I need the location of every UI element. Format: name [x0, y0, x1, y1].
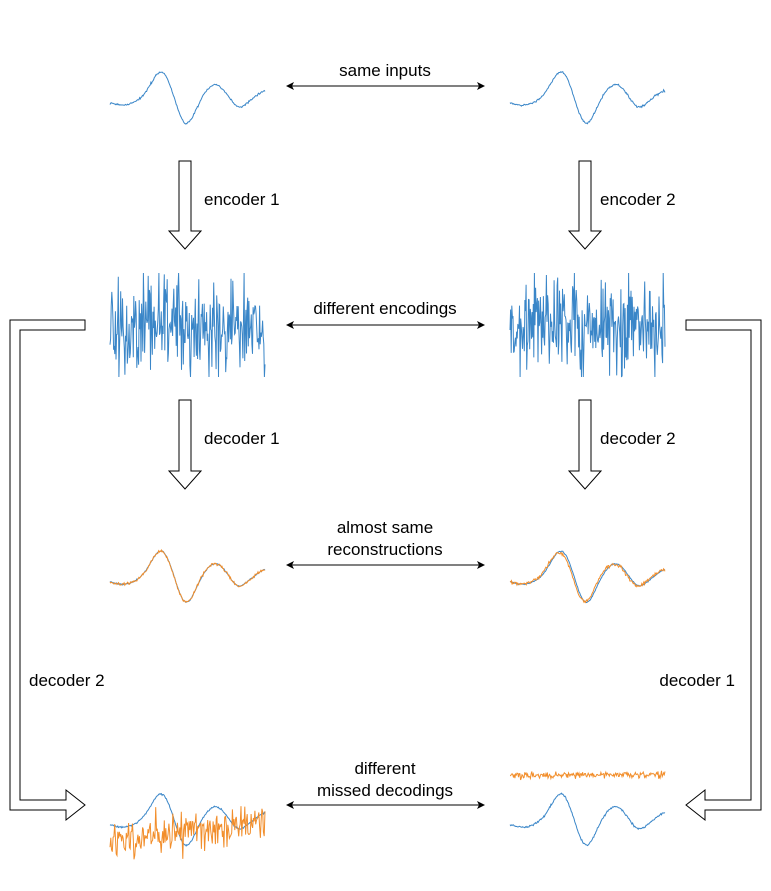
missed-decoding-left — [109, 792, 266, 860]
double-arrow-inputs — [286, 82, 485, 90]
arrow-head — [286, 801, 294, 809]
same-inputs-label: same inputs — [339, 61, 431, 80]
decoder-right-arrow — [567, 399, 603, 490]
arrow-head — [286, 82, 294, 90]
encoder-right-label: encoder 2 — [600, 190, 676, 209]
decoder-left-arrow — [167, 399, 203, 490]
encoding-right — [509, 272, 666, 378]
cross-decoder-right-arrow — [685, 319, 762, 822]
reconstruction-left — [109, 548, 266, 603]
encoder-left-arrow — [167, 160, 203, 250]
encoder-left-label: encoder 1 — [204, 190, 280, 209]
waveform-line — [509, 770, 666, 781]
almost-same-label-line2: reconstructions — [327, 540, 442, 559]
cross-decoder-left-label: decoder 2 — [29, 671, 105, 690]
missed-decoding-right — [509, 770, 666, 847]
waveform-line — [109, 806, 266, 860]
decoder-left-label: decoder 1 — [204, 429, 280, 448]
missed-decodings-label-line1: different — [354, 759, 415, 778]
missed-decodings-label-line2: missed decodings — [317, 781, 453, 800]
arrow-head — [286, 561, 294, 569]
almost-same-label-line1: almost same — [337, 518, 433, 537]
double-arrow-reconstructions — [286, 561, 485, 569]
waveform-line — [509, 551, 666, 604]
waveform-line — [509, 71, 666, 125]
waveform-line — [509, 272, 666, 378]
input-signal-left — [109, 71, 266, 125]
cross-decoder-right-label: decoder 1 — [659, 671, 735, 690]
double-arrow-missed — [286, 801, 485, 809]
double-arrow-encodings — [286, 321, 485, 329]
arrow-head — [477, 561, 485, 569]
encoding-left — [109, 272, 266, 378]
waveform-line — [109, 71, 266, 125]
waveform-line — [109, 548, 266, 603]
encoder-right-arrow — [567, 160, 603, 250]
different-encodings-label: different encodings — [313, 299, 456, 318]
waveform-line — [109, 272, 266, 378]
waveform-line — [509, 792, 666, 847]
arrow-head — [286, 321, 294, 329]
waveform-line — [509, 550, 666, 604]
arrow-head — [477, 801, 485, 809]
arrow-head — [477, 321, 485, 329]
decoder-right-label: decoder 2 — [600, 429, 676, 448]
reconstruction-right — [509, 550, 666, 604]
input-signal-right — [509, 71, 666, 125]
arrow-head — [477, 82, 485, 90]
waveform-line — [109, 550, 266, 603]
cross-decoder-left-arrow — [9, 319, 86, 822]
